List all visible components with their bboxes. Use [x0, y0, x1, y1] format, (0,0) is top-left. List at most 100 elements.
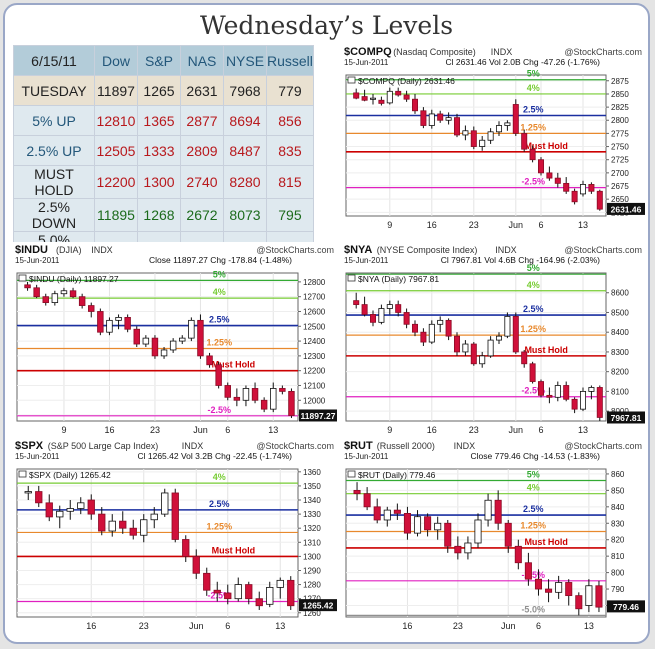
table-cell: 7968: [223, 75, 267, 106]
chart-credit: @StockCharts.com: [564, 245, 642, 255]
candle-down: [537, 159, 545, 174]
candle-down: [403, 513, 411, 534]
candle-down: [571, 190, 578, 203]
candle-down: [353, 489, 361, 495]
candle-up: [487, 339, 494, 357]
candle-up: [234, 584, 242, 600]
legend-swatch: [347, 76, 356, 84]
candle-down: [470, 130, 477, 147]
x-tick-label: 9: [61, 425, 66, 435]
candle-down: [45, 502, 53, 518]
candle-up: [484, 499, 492, 521]
chart-stats: Cl 7967.81 Vol 4.6B Chg -164.96 (-2.03%): [441, 255, 600, 265]
level-label: Must Hold: [524, 537, 568, 547]
y-tick-label: 8300: [611, 348, 629, 357]
chart-credit: @StockCharts.com: [256, 245, 334, 255]
chart-legend: $RUT (Daily) 779.46: [358, 470, 436, 480]
chart-index-tag: INDX: [454, 441, 476, 451]
candle-up: [60, 290, 68, 295]
last-value-box: [607, 411, 645, 424]
level-label: 4%: [213, 287, 226, 297]
candle-down: [575, 595, 583, 610]
x-tick-label: 6: [538, 220, 543, 230]
table-cell: 12810: [94, 105, 138, 136]
legend-swatch: [18, 470, 27, 478]
y-tick-label: 12000: [303, 396, 326, 405]
candle-up: [142, 337, 150, 345]
chart-spx: $SPX (S&P 500 Large Cap Index) INDX @StockC…: [13, 438, 337, 636]
candle-up: [462, 130, 469, 136]
candle-down: [546, 172, 553, 179]
candle-down: [192, 555, 200, 574]
y-tick-label: 830: [611, 519, 625, 528]
level-label: Must Hold: [212, 360, 256, 370]
candle-up: [434, 522, 442, 531]
candle-down: [182, 539, 190, 557]
candle-down: [245, 584, 253, 600]
candle-down: [251, 388, 259, 401]
candle-down: [42, 296, 49, 304]
y-tick-label: 12800: [303, 278, 326, 287]
table-cell: 8073: [223, 198, 267, 232]
candle-up: [474, 519, 482, 544]
level-label: 4%: [527, 483, 540, 493]
candle-down: [420, 331, 427, 343]
candle-down: [171, 492, 179, 540]
candle-up: [504, 316, 511, 337]
x-tick-label: 9: [387, 220, 392, 230]
level-label: 1.25%: [207, 521, 233, 531]
y-tick-label: 860: [611, 470, 625, 479]
chart-legend: $SPX (Daily) 1265.42: [29, 470, 111, 480]
candle-up: [428, 113, 435, 126]
candle-up: [51, 293, 59, 304]
chart-index-name: (DJIA): [56, 245, 82, 255]
candle-down: [512, 104, 519, 134]
candle-down: [24, 284, 31, 289]
candle-up: [150, 513, 158, 521]
candle-down: [403, 94, 410, 100]
candle-down: [151, 337, 159, 357]
y-tick-label: 12700: [303, 293, 326, 302]
x-tick-label: 16: [427, 220, 437, 230]
table-cell: 795: [266, 198, 314, 232]
candle-up: [386, 90, 393, 104]
table-header-cell: S&P: [137, 45, 181, 76]
candle-down: [563, 182, 570, 192]
level-label: 5%: [527, 470, 540, 480]
chart-credit: @StockCharts.com: [564, 441, 642, 451]
table-cell: 12200: [94, 165, 138, 199]
candle-down: [233, 396, 241, 401]
y-tick-label: 800: [611, 569, 625, 578]
table-cell: 8694: [223, 105, 267, 136]
candle-down: [403, 312, 410, 325]
candle-down: [361, 304, 368, 315]
y-tick-label: 1290: [303, 566, 321, 575]
table-row: MUST HOLD 12200 1300 2740 8280 815: [13, 165, 314, 199]
candle-down: [88, 305, 95, 312]
candle-down: [453, 335, 461, 353]
candle-down: [420, 110, 427, 126]
candle-up: [140, 519, 148, 536]
candle-down: [494, 499, 502, 524]
candle-down: [565, 582, 573, 597]
candle-down: [470, 343, 477, 365]
x-tick-label: 9: [387, 425, 392, 435]
level-label: 2.5%: [523, 504, 544, 514]
chart-index-name: (Russell 2000): [377, 441, 435, 451]
table-header-cell: Dow: [94, 45, 138, 76]
candle-up: [270, 388, 277, 410]
candle-down: [97, 311, 104, 333]
candle-up: [462, 343, 469, 353]
candle-up: [369, 97, 377, 100]
x-tick-label: 6: [225, 425, 230, 435]
candle-up: [555, 582, 563, 593]
table-cell: 2631: [180, 75, 224, 106]
candle-up: [437, 319, 444, 325]
chart-index-name: (NYSE Composite Index): [377, 245, 478, 255]
candle-down: [588, 184, 595, 192]
chart-credit: @StockCharts.com: [256, 441, 334, 451]
candle-up: [108, 520, 116, 532]
candle-down: [546, 394, 553, 398]
table-cell: 779: [266, 75, 314, 106]
y-tick-label: 2700: [611, 169, 629, 178]
